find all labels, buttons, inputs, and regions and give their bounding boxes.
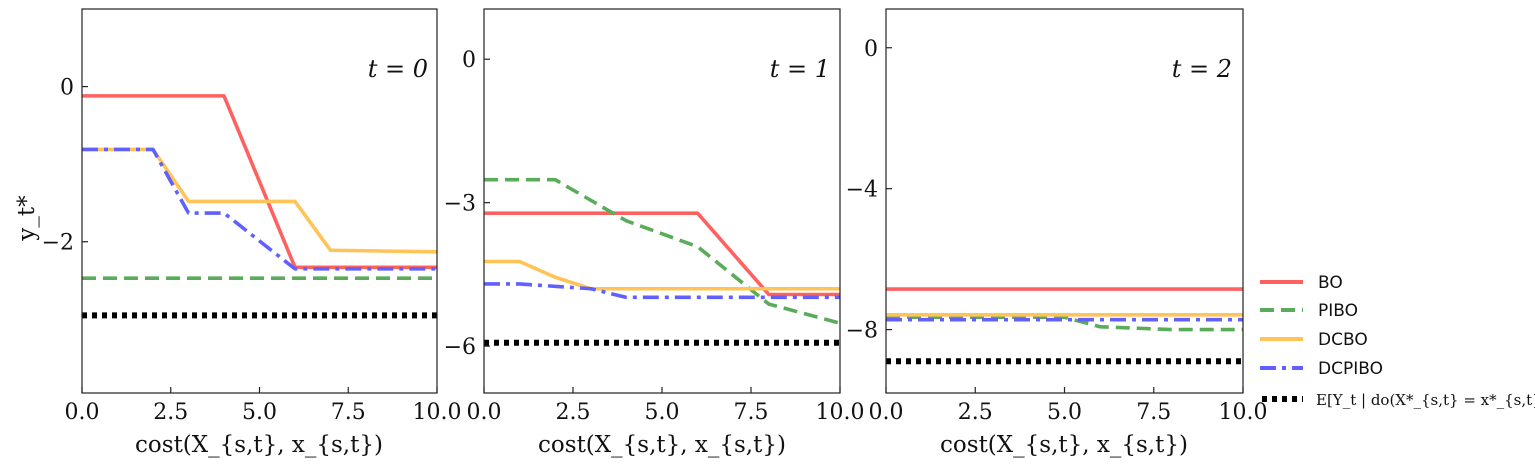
- x-tick-label: 5.0: [242, 400, 277, 425]
- y-tick-label: 0: [864, 37, 878, 62]
- series-line-pibo-t2: [886, 315, 1243, 332]
- series-line-dcpibo-t1: [484, 282, 840, 300]
- x-axis-label-t2: cost(X_{s,t}, x_{s,t}): [940, 432, 1188, 458]
- legend-label-bo: BO: [1318, 273, 1343, 293]
- panel-label-t1: t = 1: [770, 55, 830, 83]
- series-line-dcbo-t0: [82, 147, 438, 254]
- series-line-pibo-t1: [484, 177, 841, 325]
- y-tick-label: −4: [846, 178, 878, 203]
- x-tick-label: 2.5: [556, 400, 591, 425]
- legend-entry-dcbo: DCBO: [1260, 330, 1368, 350]
- panel-t0: y_t* 0.0 2.5 5.0 7.5 10.0 0 −2 t = 0 cost(X_{s…: [14, 8, 462, 458]
- legend-entry-dcpibo: DCPIBO: [1260, 359, 1383, 379]
- ticks-t0: 0.0 2.5 5.0 7.5 10.0 0 −2: [42, 76, 462, 425]
- ticks-t1: 0.0 2.5 5.0 7.5 10.0 0 −3 −6: [444, 48, 865, 425]
- y-tick-label: 0: [60, 76, 74, 101]
- x-tick-label: 0.0: [467, 400, 502, 425]
- x-tick-label: 10.0: [413, 400, 462, 425]
- legend-entry-expected: E[Y_t | do(X*_{s,t} = x*_{s,t})]: [1262, 391, 1535, 409]
- x-tick-label: 7.5: [734, 400, 769, 425]
- ticks-t2: 0.0 2.5 5.0 7.5 10.0 0 −4 −8: [846, 37, 1268, 425]
- series-line-dcbo-t1: [484, 259, 840, 291]
- y-axis-label: y_t*: [14, 195, 40, 242]
- series-line-dcpibo-t0: [82, 147, 437, 271]
- y-tick-label: −6: [444, 335, 476, 360]
- legend-entry-bo: BO: [1260, 273, 1343, 293]
- x-tick-label: 10.0: [816, 400, 865, 425]
- x-tick-label: 10.0: [1219, 400, 1268, 425]
- series-layer-t0: [82, 94, 438, 319]
- series-line-bo-t1: [484, 211, 840, 297]
- series-layer-t1: [484, 177, 841, 346]
- x-tick-label: 5.0: [645, 400, 680, 425]
- legend-label-dcpibo: DCPIBO: [1318, 359, 1383, 379]
- y-tick-label: −3: [444, 192, 476, 217]
- panel-label-t2: t = 2: [1172, 55, 1232, 83]
- panel-t2: 0.0 2.5 5.0 7.5 10.0 0 −4 −8 t = 2 cost(X_{s,t}…: [846, 8, 1268, 458]
- x-tick-label: 0.0: [65, 400, 100, 425]
- panel-label-t0: t = 0: [368, 55, 428, 83]
- x-tick-label: 2.5: [958, 400, 993, 425]
- x-axis-label-t1: cost(X_{s,t}, x_{s,t}): [538, 432, 786, 458]
- legend-label-pibo: PIBO: [1318, 301, 1358, 321]
- legend-label-expected: E[Y_t | do(X*_{s,t} = x*_{s,t})]: [1316, 391, 1535, 409]
- panel-t1: 0.0 2.5 5.0 7.5 10.0 0 −3 −6 t = 1 cost(X_{s,t}…: [444, 8, 865, 458]
- series-line-bo-t0: [82, 94, 437, 270]
- legend: BO PIBO DCBO DCPIBO E[Y_t | do(X*_{s,t} …: [1260, 273, 1535, 409]
- x-tick-label: 7.5: [331, 400, 366, 425]
- x-tick-label: 2.5: [153, 400, 188, 425]
- legend-entry-pibo: PIBO: [1260, 301, 1358, 321]
- legend-label-dcbo: DCBO: [1318, 330, 1368, 350]
- y-tick-label: −2: [42, 231, 74, 256]
- x-tick-label: 7.5: [1136, 400, 1171, 425]
- x-tick-label: 0.0: [869, 400, 904, 425]
- x-tick-label: 5.0: [1047, 400, 1082, 425]
- y-tick-label: −8: [846, 319, 878, 344]
- series-layer-t2: [886, 287, 1243, 365]
- x-axis-label-t0: cost(X_{s,t}, x_{s,t}): [135, 432, 383, 458]
- y-tick-label: 0: [462, 48, 476, 73]
